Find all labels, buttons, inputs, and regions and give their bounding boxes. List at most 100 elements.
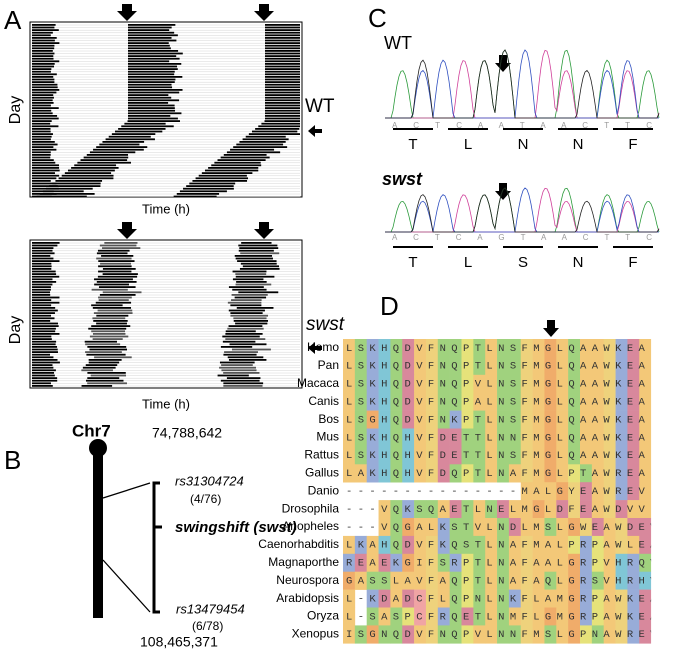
activity (128, 24, 176, 26)
residue-bg (414, 625, 427, 644)
residue-bg (520, 339, 533, 358)
residue-bg (580, 428, 593, 447)
activity (32, 346, 58, 348)
residue-bg (461, 607, 474, 626)
residue-bg (615, 535, 628, 555)
residue-bg (473, 500, 486, 519)
residue-bg (485, 518, 498, 537)
residue-bg (402, 553, 415, 572)
activity (226, 377, 261, 379)
residue-bg (603, 339, 616, 358)
activity (231, 299, 262, 301)
activity (223, 385, 263, 387)
residue-bg (390, 446, 403, 465)
activity (32, 286, 51, 288)
residue-bg (390, 535, 403, 555)
activity (32, 143, 58, 146)
residue-bg (556, 356, 569, 376)
residue-bg (437, 535, 450, 555)
residue-bg (544, 625, 557, 644)
residue-bg (568, 446, 581, 465)
residue-bg (591, 553, 604, 572)
residue-bg (343, 428, 356, 447)
activity (32, 356, 54, 359)
activity (245, 135, 286, 138)
residue-bg (520, 589, 533, 608)
residue-bg (343, 553, 356, 572)
residue-bg (402, 535, 415, 555)
activity (89, 335, 129, 338)
residue-bg (532, 553, 545, 572)
residue-bg (485, 356, 498, 376)
activity (55, 180, 103, 182)
residue-bg (354, 392, 367, 411)
residue-bg (473, 464, 486, 483)
residue-bg (402, 518, 415, 537)
residue-bg (520, 518, 533, 537)
residue-bg (461, 464, 474, 483)
activity (32, 26, 55, 29)
residue-bg (461, 589, 474, 608)
residue-bg (532, 392, 545, 411)
residue-bg (615, 356, 628, 376)
residue-bg (556, 625, 569, 644)
residue-bg (497, 464, 510, 483)
residue-bg (485, 535, 498, 555)
amino-acid: S (518, 254, 528, 271)
residue-bg (461, 553, 474, 572)
residue-bg (520, 571, 533, 590)
activity (89, 151, 136, 154)
residue-bg (508, 464, 522, 483)
residue-bg (425, 428, 439, 447)
activity (32, 24, 56, 26)
residue-bg (366, 553, 379, 572)
activity (265, 78, 300, 81)
residue-bg (568, 518, 581, 537)
activity (85, 379, 124, 382)
activity (251, 130, 298, 133)
residue-bg (343, 625, 356, 644)
activity (265, 91, 300, 94)
activity (222, 340, 256, 343)
species: Canis (308, 394, 339, 408)
activity (32, 252, 55, 255)
residue-bg (497, 428, 510, 447)
activity (83, 156, 129, 159)
activity (223, 382, 264, 385)
activity (128, 52, 183, 55)
species: Arabidopsis (276, 591, 339, 605)
activity (94, 283, 129, 286)
activity (198, 174, 247, 177)
chromatograms: T L N N F T L S N F (385, 49, 660, 271)
residue-bg (425, 535, 439, 555)
activity (98, 270, 132, 273)
activity (114, 130, 163, 133)
activity (220, 379, 260, 382)
activity (64, 172, 112, 174)
activity (32, 133, 53, 135)
axis-label: Day (7, 316, 24, 344)
activity (32, 262, 52, 265)
activity (32, 31, 53, 34)
activity (32, 60, 60, 63)
residue-bg (532, 625, 545, 644)
amino-acid: N (573, 254, 584, 271)
residue-bg (343, 446, 356, 465)
activity (232, 270, 267, 273)
activity (264, 120, 300, 122)
residue-bg (449, 500, 462, 519)
residue-bg (544, 464, 557, 483)
residue-bg (425, 392, 439, 411)
residue-bg (402, 339, 415, 358)
residue-bg (568, 339, 581, 358)
residue-bg (532, 518, 545, 537)
residue-bg (568, 500, 581, 519)
residue-bg (414, 410, 427, 429)
residue-bg (580, 392, 593, 411)
residue-bg (425, 446, 439, 465)
residue-bg (414, 392, 427, 411)
activity (265, 60, 300, 63)
activity (32, 120, 52, 122)
residue-bg (544, 553, 557, 572)
residue-bg (449, 374, 462, 393)
